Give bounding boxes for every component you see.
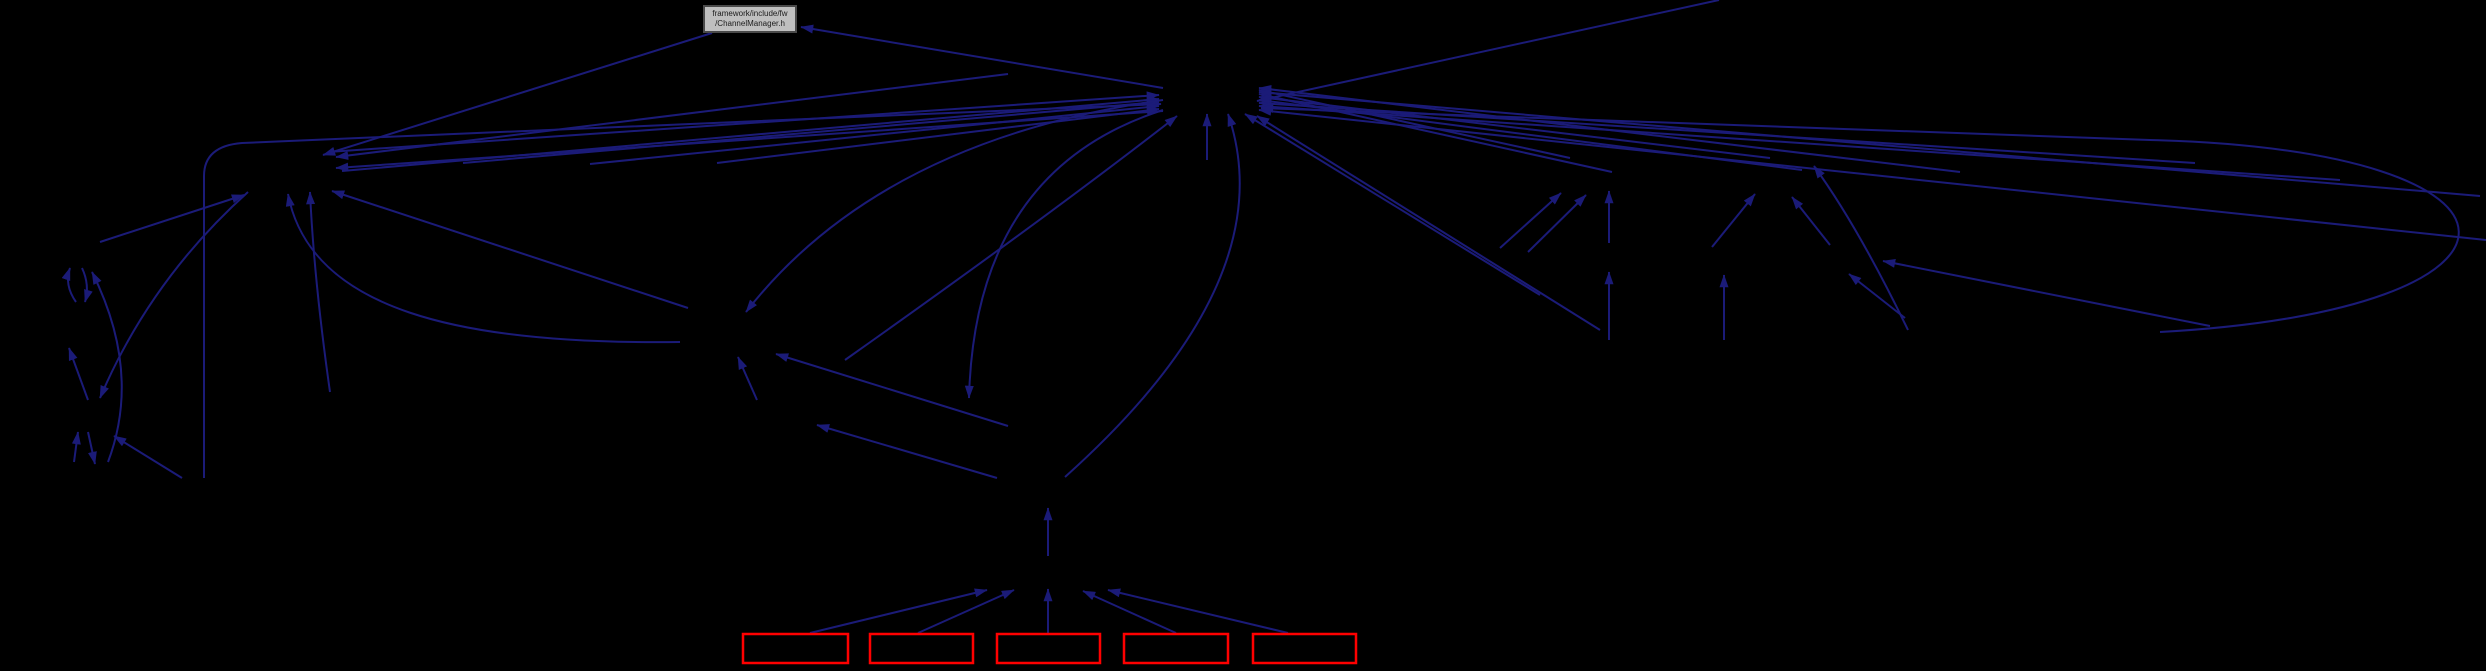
include-edge — [737, 356, 758, 401]
include-edge — [113, 435, 183, 479]
include-edge — [1711, 193, 1756, 248]
include-edge — [1260, 103, 2460, 333]
include-edge — [1256, 115, 1601, 331]
include-edge — [1813, 165, 1909, 331]
include-edge — [1848, 273, 1906, 319]
include-edge — [1258, 88, 2481, 197]
include-edge — [1258, 106, 2486, 241]
include-edge — [1256, 0, 1720, 103]
truncated-node[interactable] — [868, 632, 975, 665]
truncated-node[interactable] — [995, 632, 1102, 665]
include-edge — [816, 424, 998, 479]
include-edge — [1258, 93, 1771, 159]
include-edge — [331, 190, 689, 309]
include-edge — [71, 431, 81, 463]
truncated-node[interactable] — [1122, 632, 1230, 665]
include-edge — [306, 191, 331, 393]
include-edge — [1244, 113, 1541, 296]
include-edge — [322, 32, 713, 156]
include-edge — [99, 194, 245, 243]
include-edge — [203, 100, 1162, 478]
include-edge — [462, 98, 1160, 164]
include-edge — [81, 267, 93, 303]
include-edge — [800, 24, 1164, 89]
include-edge — [1499, 192, 1562, 249]
root-file-node[interactable]: framework/include/fw /ChannelManager.h — [703, 5, 797, 33]
include-edge — [285, 193, 681, 344]
truncated-node[interactable] — [1251, 632, 1358, 665]
include-edge — [341, 95, 1160, 172]
root-file-label-line1: framework/include/fw — [712, 9, 788, 18]
include-edge — [91, 271, 123, 463]
include-edge — [745, 99, 1164, 313]
include-edge — [68, 347, 89, 401]
include-edge — [1527, 194, 1587, 253]
include-edge — [1791, 196, 1831, 246]
include-edge — [917, 589, 1015, 634]
include-edge — [99, 191, 249, 399]
include-edge — [844, 115, 1178, 361]
truncated-node[interactable] — [741, 632, 850, 665]
include-edge — [716, 106, 1160, 164]
include-edge — [87, 431, 97, 465]
include-edge — [1107, 588, 1289, 634]
include-edge — [964, 109, 1164, 399]
include-edge — [1258, 88, 1571, 159]
include-edge — [1882, 258, 2211, 327]
root-file-label-line2: /ChannelManager.h — [715, 19, 785, 28]
include-edge — [775, 353, 1009, 427]
include-edge — [61, 267, 77, 303]
include-edge — [809, 588, 988, 634]
include-edge — [1064, 113, 1241, 478]
include-edge — [1258, 102, 2341, 181]
include-edge — [589, 102, 1160, 165]
include-edge — [327, 91, 1160, 153]
include-edge — [1082, 590, 1177, 634]
